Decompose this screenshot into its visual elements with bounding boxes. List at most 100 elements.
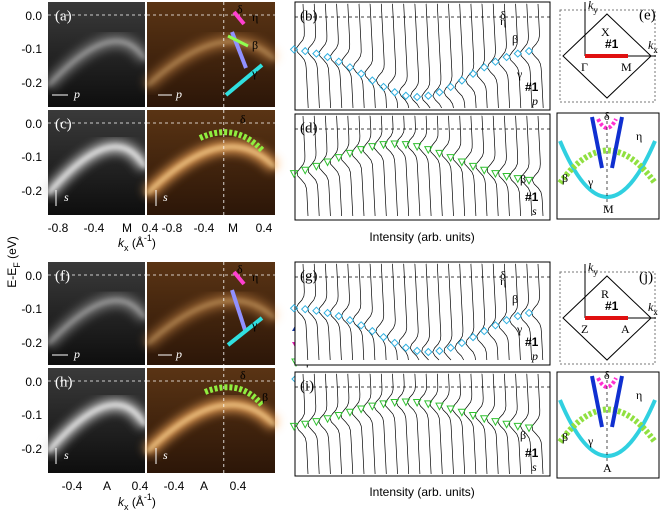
edc-curve	[531, 3, 544, 109]
band-label: η	[252, 270, 258, 284]
band-label: γ	[251, 66, 258, 80]
band-label: β	[262, 390, 268, 404]
gray-panel	[48, 110, 145, 215]
edc-curve	[452, 115, 466, 217]
sample-label: #1	[525, 335, 539, 349]
peak-marker	[367, 143, 377, 152]
panel-label: (j)	[639, 269, 653, 285]
peak-marker	[379, 141, 388, 150]
peak-marker	[513, 422, 523, 431]
edc-curve	[443, 263, 453, 361]
x-axis-label-part: x	[124, 243, 129, 253]
peak-marker	[390, 398, 400, 408]
band-overlay	[227, 34, 249, 48]
peak-marker	[312, 306, 321, 315]
peak-marker	[356, 405, 366, 414]
edc-curve	[440, 373, 454, 475]
peak-marker	[312, 49, 321, 58]
axis-label: ky	[588, 0, 598, 15]
x-axis-label-part: )	[152, 236, 156, 250]
peak-marker	[524, 308, 534, 318]
peak-marker	[446, 82, 455, 92]
band-label: β	[520, 428, 526, 442]
polarization-label: s	[64, 190, 69, 204]
polarization-label: s	[532, 460, 537, 474]
edc-curve	[409, 263, 420, 361]
peak-marker	[502, 420, 511, 429]
band-overlay	[198, 129, 265, 153]
edc-curve	[497, 373, 510, 475]
peak-marker	[424, 91, 433, 100]
peak-marker	[356, 69, 366, 78]
x-axis-label: kx (Å-1)	[118, 233, 156, 253]
edc-curve	[429, 115, 443, 217]
edc-curve	[509, 263, 521, 361]
band-label: β	[562, 430, 568, 444]
panel-label: (e)	[639, 7, 656, 23]
edc-curve	[464, 115, 477, 217]
peak-marker	[524, 176, 534, 185]
peak-marker	[424, 347, 433, 357]
x-tick-label: 0.4	[142, 221, 159, 235]
x-axis-label-part: (Å	[129, 235, 144, 250]
peak-marker	[457, 338, 467, 348]
band-label: η	[500, 14, 506, 28]
point-label: A	[603, 461, 612, 475]
peak-marker	[524, 424, 534, 433]
edc-curve	[341, 3, 354, 109]
sample-label: #1	[525, 80, 539, 94]
band-label: δ	[604, 109, 610, 123]
edc-curve	[418, 115, 432, 217]
axis-label-part: y	[593, 267, 598, 277]
org-panel	[147, 110, 275, 215]
axis-label-part: k	[588, 260, 594, 274]
peak-marker	[479, 166, 489, 175]
point-label: X	[601, 25, 610, 39]
eta-band	[590, 375, 624, 428]
peak-marker	[356, 321, 366, 330]
y-axis-label: E-EF (eV)	[5, 236, 22, 288]
peak-marker	[401, 398, 411, 407]
edc-curve	[296, 3, 309, 109]
peak-marker	[491, 170, 500, 179]
edc-curve	[395, 115, 410, 217]
edc-curve	[487, 3, 499, 109]
x-tick-label: -0.8	[48, 221, 69, 235]
peak-marker	[289, 170, 299, 179]
peak-marker	[412, 143, 422, 152]
gamma-band	[558, 140, 657, 199]
axis-label-part: k	[648, 38, 654, 52]
y-axis-label-part: F	[12, 262, 22, 268]
band-core	[145, 403, 277, 454]
edc-curve	[373, 115, 387, 217]
band-label: β	[512, 292, 518, 306]
edc-curve	[407, 115, 421, 217]
peak-marker	[468, 412, 478, 421]
panel-label: (i)	[300, 378, 314, 394]
edc-curve	[421, 263, 430, 361]
peak-marker	[334, 311, 343, 321]
edc-curve	[385, 373, 398, 475]
peak-marker	[345, 408, 355, 417]
polarization-label: s	[163, 448, 168, 462]
peak-marker	[446, 405, 456, 414]
peak-marker	[401, 141, 411, 150]
band-label: δ	[237, 262, 243, 276]
x-axis-label-part: k	[118, 236, 125, 250]
band-core	[46, 299, 147, 346]
band-label: δ	[604, 368, 610, 382]
band-label: γ	[516, 67, 523, 81]
peak-marker	[390, 338, 399, 348]
band-label: δ	[500, 8, 506, 22]
edc-curve	[341, 263, 353, 361]
x-tick-label: -0.4	[62, 479, 83, 493]
peak-marker	[312, 162, 321, 171]
edc-curve	[352, 373, 365, 475]
peak-marker	[457, 158, 467, 167]
y-tick-label: -0.2	[21, 336, 42, 350]
x-axis-label-part: x	[124, 502, 129, 512]
band-overlay	[230, 289, 247, 331]
polarization-label: s	[532, 204, 537, 218]
peak-marker	[390, 140, 400, 149]
